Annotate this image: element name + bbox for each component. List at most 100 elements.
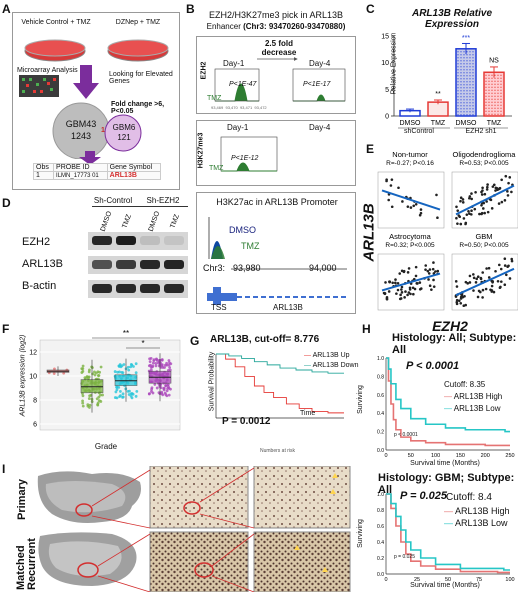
- bar-pattern-dot: [472, 60, 474, 62]
- scatter-point: [473, 207, 477, 211]
- panel-c-title: ARL13B Relative Expression: [411, 8, 493, 30]
- panel-h1-ylabel: Surviving: [356, 385, 364, 414]
- legend-down: — ARL13B Down: [304, 362, 359, 369]
- scatter-point: [390, 178, 394, 181]
- bar-pattern-dot: [488, 89, 490, 91]
- panel-label-i: I: [2, 462, 6, 476]
- box-point: [95, 371, 98, 375]
- scatter-point: [426, 269, 430, 273]
- scatter-point: [387, 198, 390, 202]
- km-plot-h2: 1.0 0.8 0.6 0.4 0.2 0.00 25 50 75 100: [377, 492, 515, 583]
- scatter-point: [459, 222, 463, 226]
- scatter-point: [482, 207, 485, 210]
- box-point: [53, 367, 56, 371]
- lane-label: TMZ: [169, 213, 181, 230]
- bar-pattern-dot: [469, 60, 471, 62]
- regression-line: [455, 184, 515, 216]
- box-point: [81, 367, 85, 371]
- purple-arrow-icon: [73, 65, 99, 99]
- regression-line: [381, 189, 441, 211]
- bar-pattern-dot: [463, 72, 465, 74]
- bar-pattern-dot: [466, 78, 468, 80]
- bar-pattern-dot: [472, 51, 474, 53]
- bar-pattern-dot: [463, 102, 465, 104]
- bar-pattern-dot: [488, 104, 490, 106]
- bar-pattern-dot: [460, 78, 462, 80]
- box-point: [81, 369, 85, 373]
- scatter-point: [474, 190, 477, 194]
- scatter-point: [459, 196, 463, 199]
- x-tick-label: DMSO: [400, 120, 422, 127]
- petri-dishes: [24, 39, 169, 62]
- bar-pattern-dot: [491, 110, 493, 112]
- y-tick-label: 15: [381, 34, 389, 41]
- scatter-point: [465, 213, 469, 216]
- bar-pattern-dot: [488, 113, 490, 115]
- scatter-point: [470, 209, 473, 213]
- y-tick-label: 0.6: [377, 393, 384, 399]
- box-point: [81, 394, 85, 398]
- bar-pattern-dot: [463, 78, 465, 80]
- scatter-point: [486, 185, 489, 189]
- box-point: [168, 361, 171, 365]
- x-tick-label: TMZ: [431, 120, 446, 127]
- scatter-point: [505, 273, 508, 277]
- bar-pattern-dot: [460, 114, 462, 116]
- bar-pattern-dot: [463, 114, 465, 116]
- scatter-point: [482, 201, 486, 205]
- bar-pattern-dot: [460, 105, 462, 107]
- scatter-point: [483, 211, 486, 215]
- scatter-point: [427, 278, 430, 281]
- microarray-chip-icon: [19, 75, 59, 97]
- legend-h1-high: — ARL13B High: [444, 392, 503, 401]
- scatter-point: [427, 272, 431, 275]
- x-tick-label: DMSO: [456, 120, 478, 127]
- panel-h2-ylabel: Surviving: [356, 519, 364, 548]
- bar-pattern-dot: [500, 77, 502, 79]
- box-point: [167, 363, 171, 367]
- box-point: [93, 373, 97, 377]
- day1-label-2: Day-1: [227, 123, 249, 132]
- bar-pattern-dot: [469, 72, 471, 74]
- scatter-point: [491, 185, 495, 188]
- lane-label: DMSO: [147, 210, 162, 233]
- panel-e-xlabel: EZH2: [432, 318, 468, 334]
- scatter-point: [506, 190, 509, 193]
- day1-label: Day-1: [223, 59, 245, 68]
- bar-pattern-dot: [463, 81, 465, 83]
- tmz-legend: TMZ: [241, 241, 260, 251]
- ezh2-chip-track: EZH2 2.5 fold decrease Day-1 Day-4 P<1E-…: [196, 36, 356, 114]
- bar-pattern-dot: [491, 80, 493, 82]
- bar-pattern-dot: [460, 66, 462, 68]
- scatter-point: [481, 296, 484, 299]
- bar-pattern-dot: [469, 90, 471, 92]
- blot-band: [92, 236, 112, 245]
- scatter-point: [508, 277, 512, 280]
- scatter-point: [395, 292, 398, 295]
- panel-label-d: D: [2, 196, 11, 210]
- scatter-point: [406, 271, 410, 274]
- box-point: [148, 360, 152, 364]
- bar-pattern-dot: [472, 75, 474, 77]
- box-point: [169, 387, 172, 391]
- bar-pattern-dot: [494, 92, 496, 94]
- sig-label: **: [435, 91, 441, 98]
- chr-coord-2: 94,000: [309, 263, 337, 273]
- scatter-point: [468, 281, 472, 284]
- scatter-point: [419, 208, 423, 211]
- bar-pattern-dot: [466, 90, 468, 92]
- scatter-point: [455, 302, 459, 306]
- bar-pattern-dot: [460, 54, 462, 56]
- scatter-point: [399, 293, 402, 297]
- bar-pattern-dot: [472, 99, 474, 101]
- h3k27me3-peaks: [220, 136, 278, 172]
- y-tick-label: 8: [33, 398, 37, 405]
- bar-pattern-dot: [497, 98, 499, 100]
- y-tick-label: 0.8: [377, 374, 384, 380]
- bar-pattern-dot: [466, 111, 468, 113]
- bar-pattern-dot: [466, 87, 468, 89]
- bar-pattern-dot: [472, 84, 474, 86]
- box-point: [155, 357, 158, 361]
- scatter-point: [394, 278, 397, 281]
